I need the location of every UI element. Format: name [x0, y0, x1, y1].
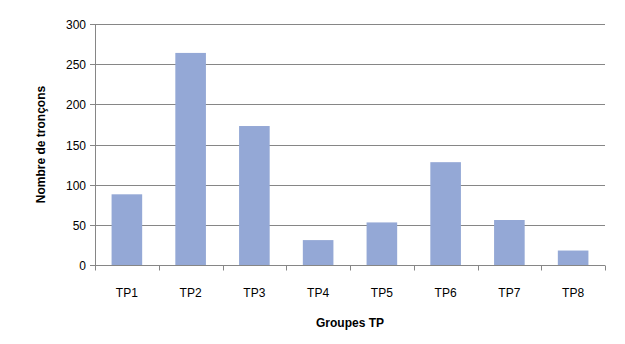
x-tick-label: TP1 — [116, 286, 138, 300]
bar — [367, 222, 398, 265]
y-tick-label: 0 — [79, 259, 86, 273]
y-tick-label: 250 — [66, 58, 86, 72]
x-axis-title: Groupes TP — [316, 316, 384, 330]
grid-line — [95, 24, 605, 25]
x-tick-label: TP4 — [307, 286, 329, 300]
y-tick-label: 200 — [66, 98, 86, 112]
x-tick — [223, 266, 224, 271]
x-tick — [95, 266, 96, 271]
y-axis — [95, 24, 96, 265]
x-tick — [605, 266, 606, 271]
bar — [303, 240, 334, 265]
y-tick-label: 300 — [66, 18, 86, 32]
x-tick — [541, 266, 542, 271]
bar — [112, 194, 143, 265]
x-tick-label: TP6 — [435, 286, 457, 300]
x-tick-label: TP2 — [180, 286, 202, 300]
x-tick — [350, 266, 351, 271]
bar — [430, 162, 461, 265]
y-tick — [90, 225, 95, 226]
y-tick — [90, 24, 95, 25]
x-tick-label: TP8 — [562, 286, 584, 300]
y-tick-label: 150 — [66, 139, 86, 153]
grid-line — [95, 64, 605, 65]
grid-line — [95, 145, 605, 146]
bars — [112, 53, 589, 265]
grid-line — [95, 225, 605, 226]
bar — [494, 220, 525, 265]
grid-line — [95, 185, 605, 186]
y-tick-label: 100 — [66, 179, 86, 193]
chart-svg: 0 50 100 150 200 250 300 TP1 TP2 TP3 TP4 TP5 TP6 TP7 T… — [0, 0, 625, 344]
y-tick — [90, 265, 95, 266]
x-tick — [478, 266, 479, 271]
grid-line — [95, 104, 605, 105]
y-tick — [90, 145, 95, 146]
x-tick-label: TP7 — [498, 286, 520, 300]
bar — [558, 251, 589, 265]
x-tick-label: TP5 — [371, 286, 393, 300]
y-tick-label: 50 — [73, 219, 87, 233]
x-tick — [159, 266, 160, 271]
bar — [239, 126, 270, 265]
y-tick — [90, 185, 95, 186]
y-tick — [90, 104, 95, 105]
x-tick — [286, 266, 287, 271]
y-tick — [90, 64, 95, 65]
bar — [175, 53, 206, 265]
y-axis-title: Nombre de tronçons — [34, 86, 48, 204]
x-tick-label: TP3 — [243, 286, 265, 300]
x-tick — [414, 266, 415, 271]
chart-container: 0 50 100 150 200 250 300 TP1 TP2 TP3 TP4 TP5 TP6 TP7 T… — [0, 0, 625, 344]
